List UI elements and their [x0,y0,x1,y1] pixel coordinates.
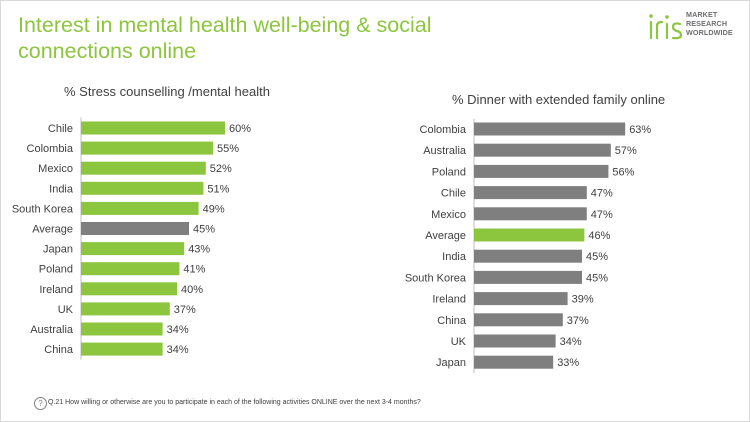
logo-text: MARKET RESEARCH WORLDWIDE [686,10,733,37]
right-value-label: 56% [612,166,634,178]
left-value-label: 43% [188,244,210,256]
left-bar [81,141,213,155]
page-title: Interest in mental health well-being & s… [18,13,432,63]
left-bar [81,302,170,316]
right-chart-title: % Dinner with extended family online [452,92,666,107]
right-value-label: 39% [572,294,594,306]
right-value-label: 46% [588,230,610,242]
left-value-label: 45% [193,224,215,236]
left-category-label: UK [58,304,74,316]
left-bar [81,322,163,336]
left-category-label: Australia [30,324,74,336]
left-value-label: 51% [207,183,229,195]
question-icon: ? [34,397,47,410]
right-category-label: China [437,315,467,327]
left-bar [81,282,177,296]
right-value-label: 45% [586,272,608,284]
left-category-label: Ireland [39,284,73,296]
right-bar [474,249,582,263]
left-bar [81,161,206,175]
right-category-label: Australia [423,145,467,157]
left-value-label: 60% [229,123,251,135]
right-category-label: Mexico [431,209,466,221]
left-category-label: Chile [48,123,73,135]
left-value-label: 34% [167,324,189,336]
left-value-label: 41% [183,264,205,276]
left-value-label: 49% [203,203,225,215]
left-bar [81,242,185,256]
left-category-label: India [49,183,74,195]
left-category-label: Mexico [38,163,73,175]
dinner-family-bar-chart: Colombia 63% Australia 57% Poland 56% Chile 47%… [405,118,651,373]
right-value-label: 45% [586,251,608,263]
right-category-label: UK [451,336,467,348]
left-category-label: Japan [43,244,73,256]
footnote: Q.21 How willing or otherwise are you to… [48,399,421,406]
left-value-label: 37% [174,304,196,316]
iris-logo [649,14,683,40]
right-value-label: 37% [567,315,589,327]
right-bar [474,355,554,369]
right-category-label: Ireland [432,294,466,306]
right-bar [474,122,626,136]
right-bar [474,207,587,221]
right-category-label: India [442,251,467,263]
right-category-label: Chile [441,188,466,200]
right-bar [474,143,611,157]
right-bar [474,270,582,284]
left-category-label: China [44,344,74,356]
right-bar [474,313,563,327]
right-bar [474,228,585,242]
left-bar [81,121,225,135]
right-value-label: 57% [615,145,637,157]
left-category-label: South Korea [12,203,74,215]
left-bar [81,201,199,215]
right-bar [474,334,556,348]
left-chart-title: % Stress counselling /mental health [64,84,270,99]
left-value-label: 34% [167,344,189,356]
right-bar [474,186,587,200]
right-category-label: Average [425,230,466,242]
left-value-label: 52% [210,163,232,175]
left-bar [81,262,180,276]
right-category-label: Poland [432,166,466,178]
right-bar [474,164,609,178]
left-value-label: 40% [181,284,203,296]
right-bar [474,292,568,306]
left-bar [81,222,189,235]
right-category-label: South Korea [405,272,467,284]
right-category-label: Japan [436,357,466,369]
right-value-label: 47% [591,188,613,200]
left-category-label: Average [32,224,73,236]
left-value-label: 55% [217,143,239,155]
stress-counselling-bar-chart: Chile 60% Colombia 55% Mexico 52% India 51% Sout… [12,117,251,360]
left-bar [81,181,204,195]
right-value-label: 33% [557,357,579,369]
right-value-label: 34% [560,336,582,348]
left-category-label: Poland [39,264,73,276]
left-category-label: Colombia [27,143,74,155]
left-bar [81,342,163,356]
right-value-label: 47% [591,209,613,221]
right-category-label: Colombia [420,124,467,136]
right-value-label: 63% [629,124,651,136]
